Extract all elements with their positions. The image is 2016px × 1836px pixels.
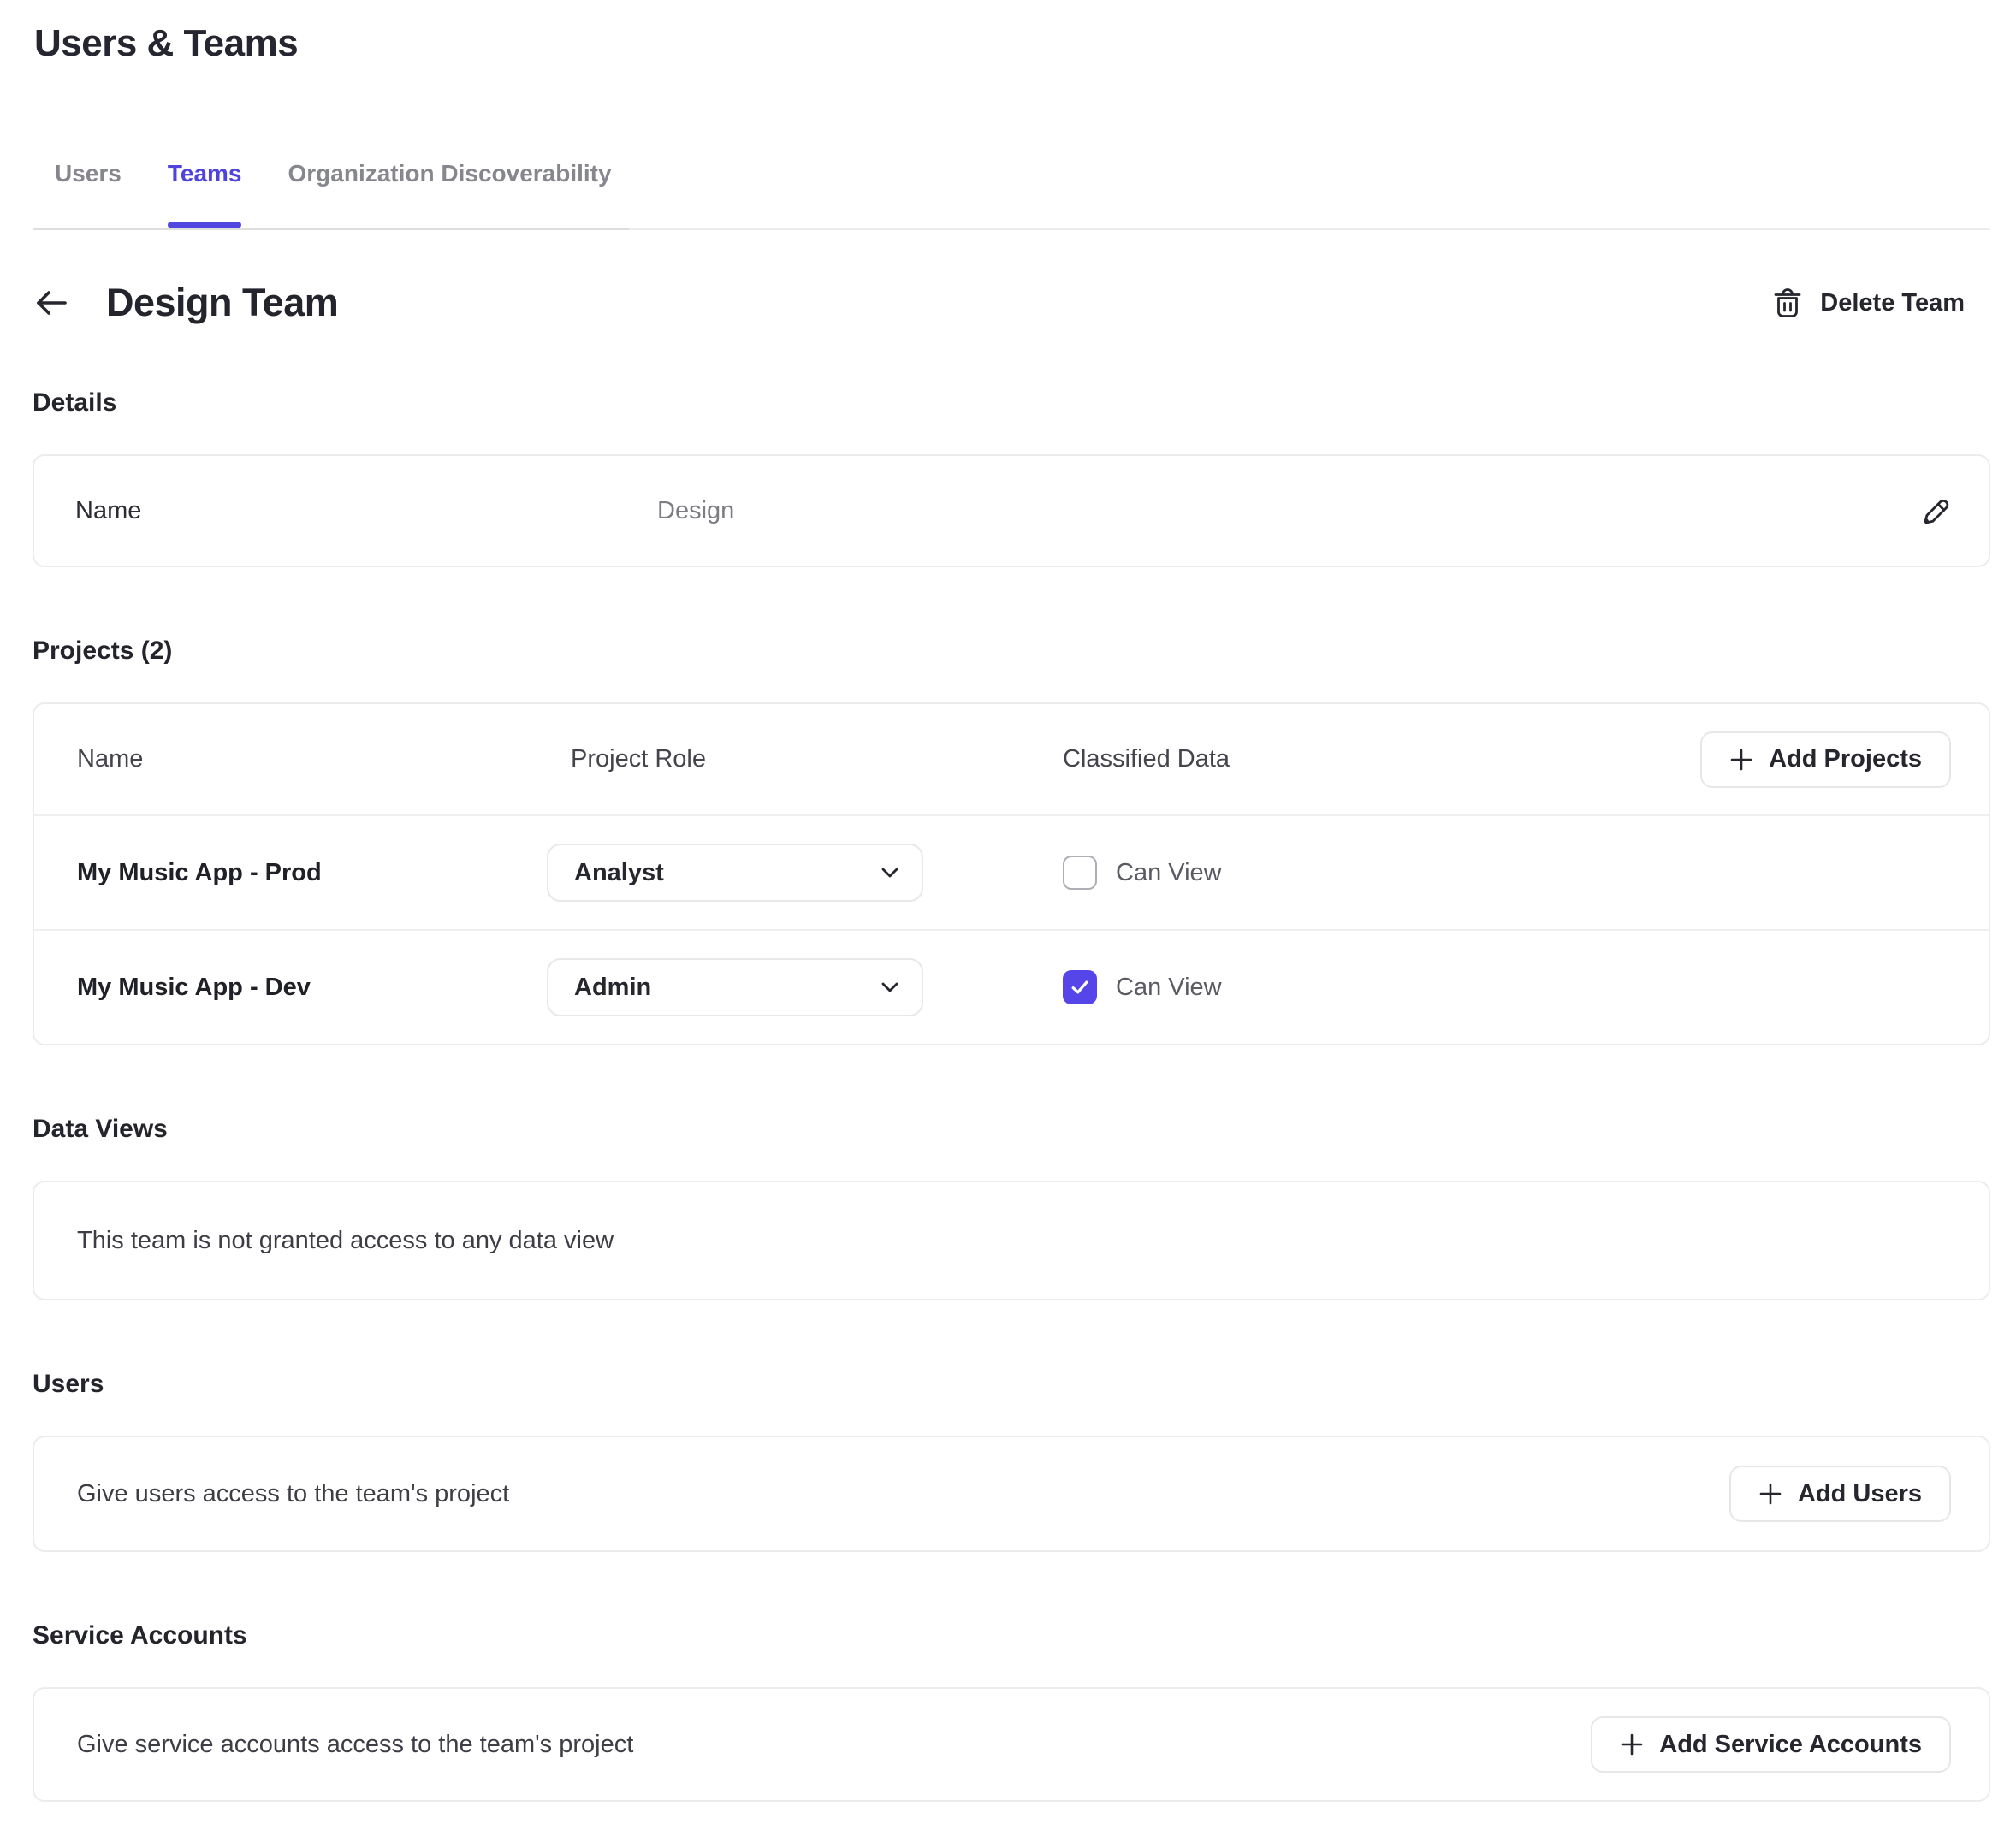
data-views-card: This team is not granted access to any d…	[33, 1181, 1990, 1300]
project-role-select[interactable]: Analyst	[547, 844, 923, 902]
column-header-classified-data: Classified Data	[1063, 745, 1230, 773]
project-role-select[interactable]: Admin	[547, 958, 923, 1016]
page-title: Users & Teams	[34, 22, 299, 64]
add-projects-button[interactable]: Add Projects	[1700, 731, 1951, 788]
projects-table-header: Name Project Role Classified Data Add Pr…	[34, 704, 1989, 814]
delete-team-label: Delete Team	[1820, 288, 1965, 317]
project-row-my-music-app-prod: My Music App - Prod Analyst	[34, 814, 1989, 929]
service-accounts-card: Give service accounts access to the team…	[33, 1687, 1990, 1802]
can-view-checkbox[interactable]	[1063, 970, 1097, 1004]
tab-users[interactable]: Users	[55, 159, 122, 228]
project-name: My Music App - Dev	[77, 973, 311, 1001]
tab-bar: Users Teams Organization Discoverability	[33, 159, 1990, 230]
project-role-value: Analyst	[574, 858, 664, 886]
can-view-label: Can View	[1116, 858, 1222, 886]
project-row-my-music-app-dev: My Music App - Dev Admin Ca	[34, 929, 1989, 1044]
add-service-accounts-label: Add Service Accounts	[1659, 1730, 1922, 1758]
data-views-empty-text: This team is not granted access to any d…	[77, 1226, 614, 1254]
plus-icon	[1620, 1732, 1644, 1756]
add-service-accounts-button[interactable]: Add Service Accounts	[1591, 1716, 1951, 1773]
plus-icon	[1729, 748, 1753, 772]
check-icon	[1071, 980, 1088, 994]
projects-table: Name Project Role Classified Data Add Pr…	[33, 702, 1990, 1045]
project-name: My Music App - Prod	[77, 858, 322, 886]
can-view-label: Can View	[1116, 973, 1222, 1001]
team-title: Design Team	[106, 281, 339, 324]
chevron-down-icon	[879, 976, 901, 998]
details-card: Name Design	[33, 454, 1990, 567]
details-heading: Details	[33, 388, 117, 417]
chevron-down-icon	[879, 862, 901, 884]
plus-icon	[1758, 1482, 1782, 1506]
can-view-checkbox[interactable]	[1063, 856, 1097, 890]
team-name-label: Name	[75, 496, 142, 524]
team-name-value: Design	[657, 496, 735, 524]
trash-icon	[1772, 287, 1803, 319]
tab-teams[interactable]: Teams	[167, 159, 241, 228]
column-header-project-role: Project Role	[571, 745, 706, 773]
users-heading: Users	[33, 1370, 104, 1398]
projects-heading: Projects (2)	[33, 637, 173, 665]
service-accounts-heading: Service Accounts	[33, 1621, 247, 1649]
team-header: Design Team Delete Team	[33, 275, 1990, 331]
column-header-name: Name	[77, 745, 144, 773]
back-button[interactable]	[33, 283, 72, 323]
users-teams-page: Users & Teams Users Teams Organization D…	[0, 22, 2016, 1802]
delete-team-button[interactable]: Delete Team	[1772, 287, 1965, 319]
users-empty-text: Give users access to the team's project	[77, 1479, 510, 1507]
tab-organization-discoverability[interactable]: Organization Discoverability	[288, 159, 611, 228]
add-users-button[interactable]: Add Users	[1728, 1466, 1951, 1522]
users-card: Give users access to the team's project …	[33, 1436, 1990, 1552]
add-projects-label: Add Projects	[1769, 745, 1922, 773]
edit-name-button[interactable]	[1920, 495, 1951, 526]
service-accounts-empty-text: Give service accounts access to the team…	[77, 1730, 634, 1758]
add-users-label: Add Users	[1797, 1479, 1922, 1507]
project-role-value: Admin	[574, 973, 652, 1001]
arrow-left-icon	[33, 285, 70, 321]
data-views-heading: Data Views	[33, 1115, 168, 1143]
pencil-icon	[1920, 495, 1951, 526]
